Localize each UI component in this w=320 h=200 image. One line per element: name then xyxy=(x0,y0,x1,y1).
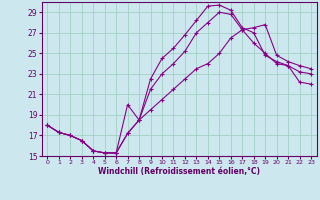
X-axis label: Windchill (Refroidissement éolien,°C): Windchill (Refroidissement éolien,°C) xyxy=(98,167,260,176)
